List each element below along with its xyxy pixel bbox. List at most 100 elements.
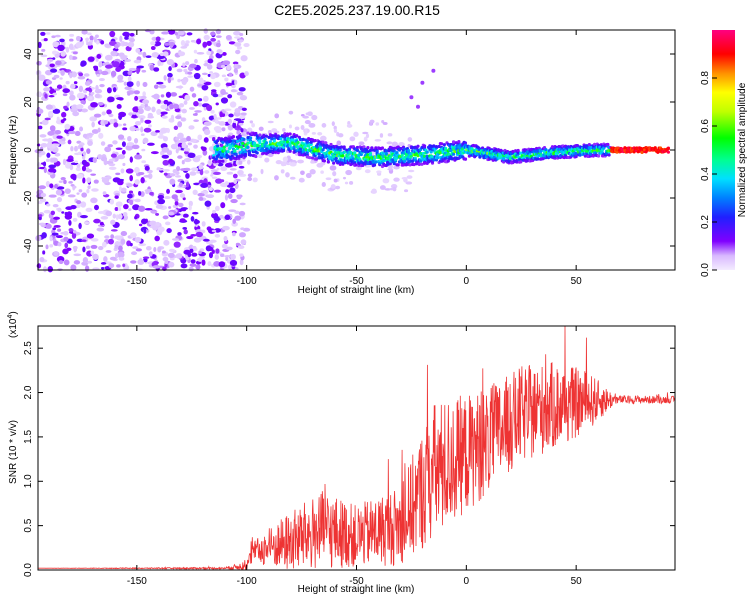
spectrogram-cell: [213, 81, 221, 88]
spectrogram-cell: [227, 118, 233, 125]
spectrogram-cell: [140, 117, 144, 123]
spectrogram-cell: [112, 213, 117, 219]
spectrogram-cell: [190, 167, 199, 172]
spectrogram-cell: [212, 93, 219, 98]
spectrogram-x-tick-label: -150: [127, 276, 147, 287]
spectrogram-cell: [222, 52, 227, 56]
spectrogram-cell: [396, 163, 400, 167]
spectrogram-cell: [246, 131, 250, 135]
spectrogram-cell: [101, 241, 107, 248]
spectrogram-cell: [345, 169, 353, 176]
spectrogram-cell: [221, 127, 226, 132]
spectrogram-cell: [181, 78, 187, 86]
spectrogram-cell: [81, 165, 87, 172]
spectrogram-cell: [197, 134, 203, 141]
spectrogram-cell: [161, 147, 170, 153]
spectrogram-cell: [129, 32, 135, 37]
spectrogram-cell: [321, 140, 325, 144]
spectrogram-cell: [150, 131, 158, 137]
spectrogram-cell: [189, 171, 197, 176]
spectrogram-cell: [98, 77, 105, 82]
spectrogram-cell: [112, 61, 120, 68]
spectrogram-cell: [186, 235, 194, 240]
spectrogram-cell: [164, 42, 170, 46]
spectrogram-y-ticks: -40 -20 0 20 40: [23, 48, 675, 253]
spectrogram-cell: [112, 140, 118, 145]
spectrogram-cell: [108, 40, 117, 46]
spectrogram-cell: [66, 101, 70, 107]
spectrogram-cell: [200, 190, 209, 194]
spectrogram-cell: [193, 237, 202, 243]
spectrogram-cell: [187, 71, 193, 75]
snr-x-ticks: -150 -100 -50 0 50: [127, 326, 582, 587]
spectrogram-cell: [262, 148, 266, 153]
spectrogram-cell: [596, 154, 601, 158]
spectrogram-cell: [121, 187, 127, 192]
snr-y-multiplier: (x104): [7, 311, 19, 338]
spectrogram-cell: [112, 177, 121, 183]
spectrogram-cell: [84, 81, 91, 86]
spectrogram-cell: [206, 64, 213, 70]
spectrogram-cell: [432, 145, 436, 149]
spectrogram-cell: [328, 155, 332, 159]
spectrogram-cell: [285, 132, 290, 136]
spectrogram-cell: [161, 154, 169, 159]
spectrogram-cell: [155, 204, 164, 209]
spectrogram-cell: [72, 217, 78, 222]
colorbar: 0.0 0.2 0.4 0.6 0.8 Normalized spectral ampl…: [700, 30, 748, 277]
spectrogram-cell: [368, 122, 373, 126]
spectrogram-cell: [230, 198, 238, 204]
spectrogram-cell: [134, 154, 143, 160]
spectrogram-cell: [322, 145, 327, 149]
spectrogram-cell: [145, 106, 152, 112]
spectrogram-cell: [48, 167, 56, 173]
spectrogram-cell: [144, 189, 153, 193]
spectrogram-cell: [162, 168, 170, 172]
spectrogram-cell: [178, 95, 185, 99]
spectrogram-cell: [46, 141, 53, 149]
spectrogram-cell: [220, 64, 226, 69]
spectrogram-cell: [51, 232, 59, 236]
spectrogram-cell: [127, 76, 132, 82]
spectrogram-cell: [289, 162, 297, 167]
spectrogram-cell: [177, 146, 181, 151]
spectrogram-cell: [74, 160, 78, 164]
spectrogram-cell: [43, 37, 48, 42]
spectrogram-cell: [203, 28, 208, 34]
spectrogram-cell: [304, 129, 308, 134]
spectrogram-cell: [254, 154, 258, 159]
spectrogram-cell: [182, 227, 188, 230]
spectrogram-cell: [240, 128, 244, 133]
spectrogram-cell: [224, 77, 229, 82]
spectrogram-cell: [207, 73, 211, 77]
spectrogram-cell: [219, 111, 223, 118]
spectrogram-cell: [333, 128, 338, 133]
spectrogram-cell: [180, 40, 186, 46]
spectrogram-cell: [215, 35, 222, 38]
spectrogram-cell: [56, 116, 60, 122]
spectrogram-cell: [247, 176, 253, 182]
spectrogram-cell: [45, 223, 52, 229]
spectrogram-cell: [70, 264, 77, 271]
spectrogram-cell: [73, 253, 82, 257]
spectrogram-cell: [202, 95, 209, 102]
spectrogram-cell: [398, 142, 405, 147]
spectrogram-cell: [103, 256, 108, 263]
spectrogram-cell: [297, 159, 304, 164]
spectrogram-cell: [122, 123, 127, 126]
spectrogram-cell: [320, 156, 324, 160]
spectrogram-cell: [191, 93, 197, 98]
spectrogram-cell: [214, 234, 221, 238]
spectrogram-cell: [155, 36, 161, 42]
spectrogram-cell: [175, 253, 183, 259]
spectrogram-cell: [61, 211, 65, 214]
spectrogram-cell: [363, 136, 368, 142]
spectrogram-cell: [516, 148, 520, 153]
spectrogram-cell: [53, 143, 60, 147]
spectrogram-cell: [70, 83, 76, 89]
spectrogram-cell: [376, 170, 382, 174]
spectrogram-cell: [53, 74, 60, 79]
spectrogram-cell: [157, 60, 161, 67]
spectrogram-cell: [606, 142, 610, 147]
